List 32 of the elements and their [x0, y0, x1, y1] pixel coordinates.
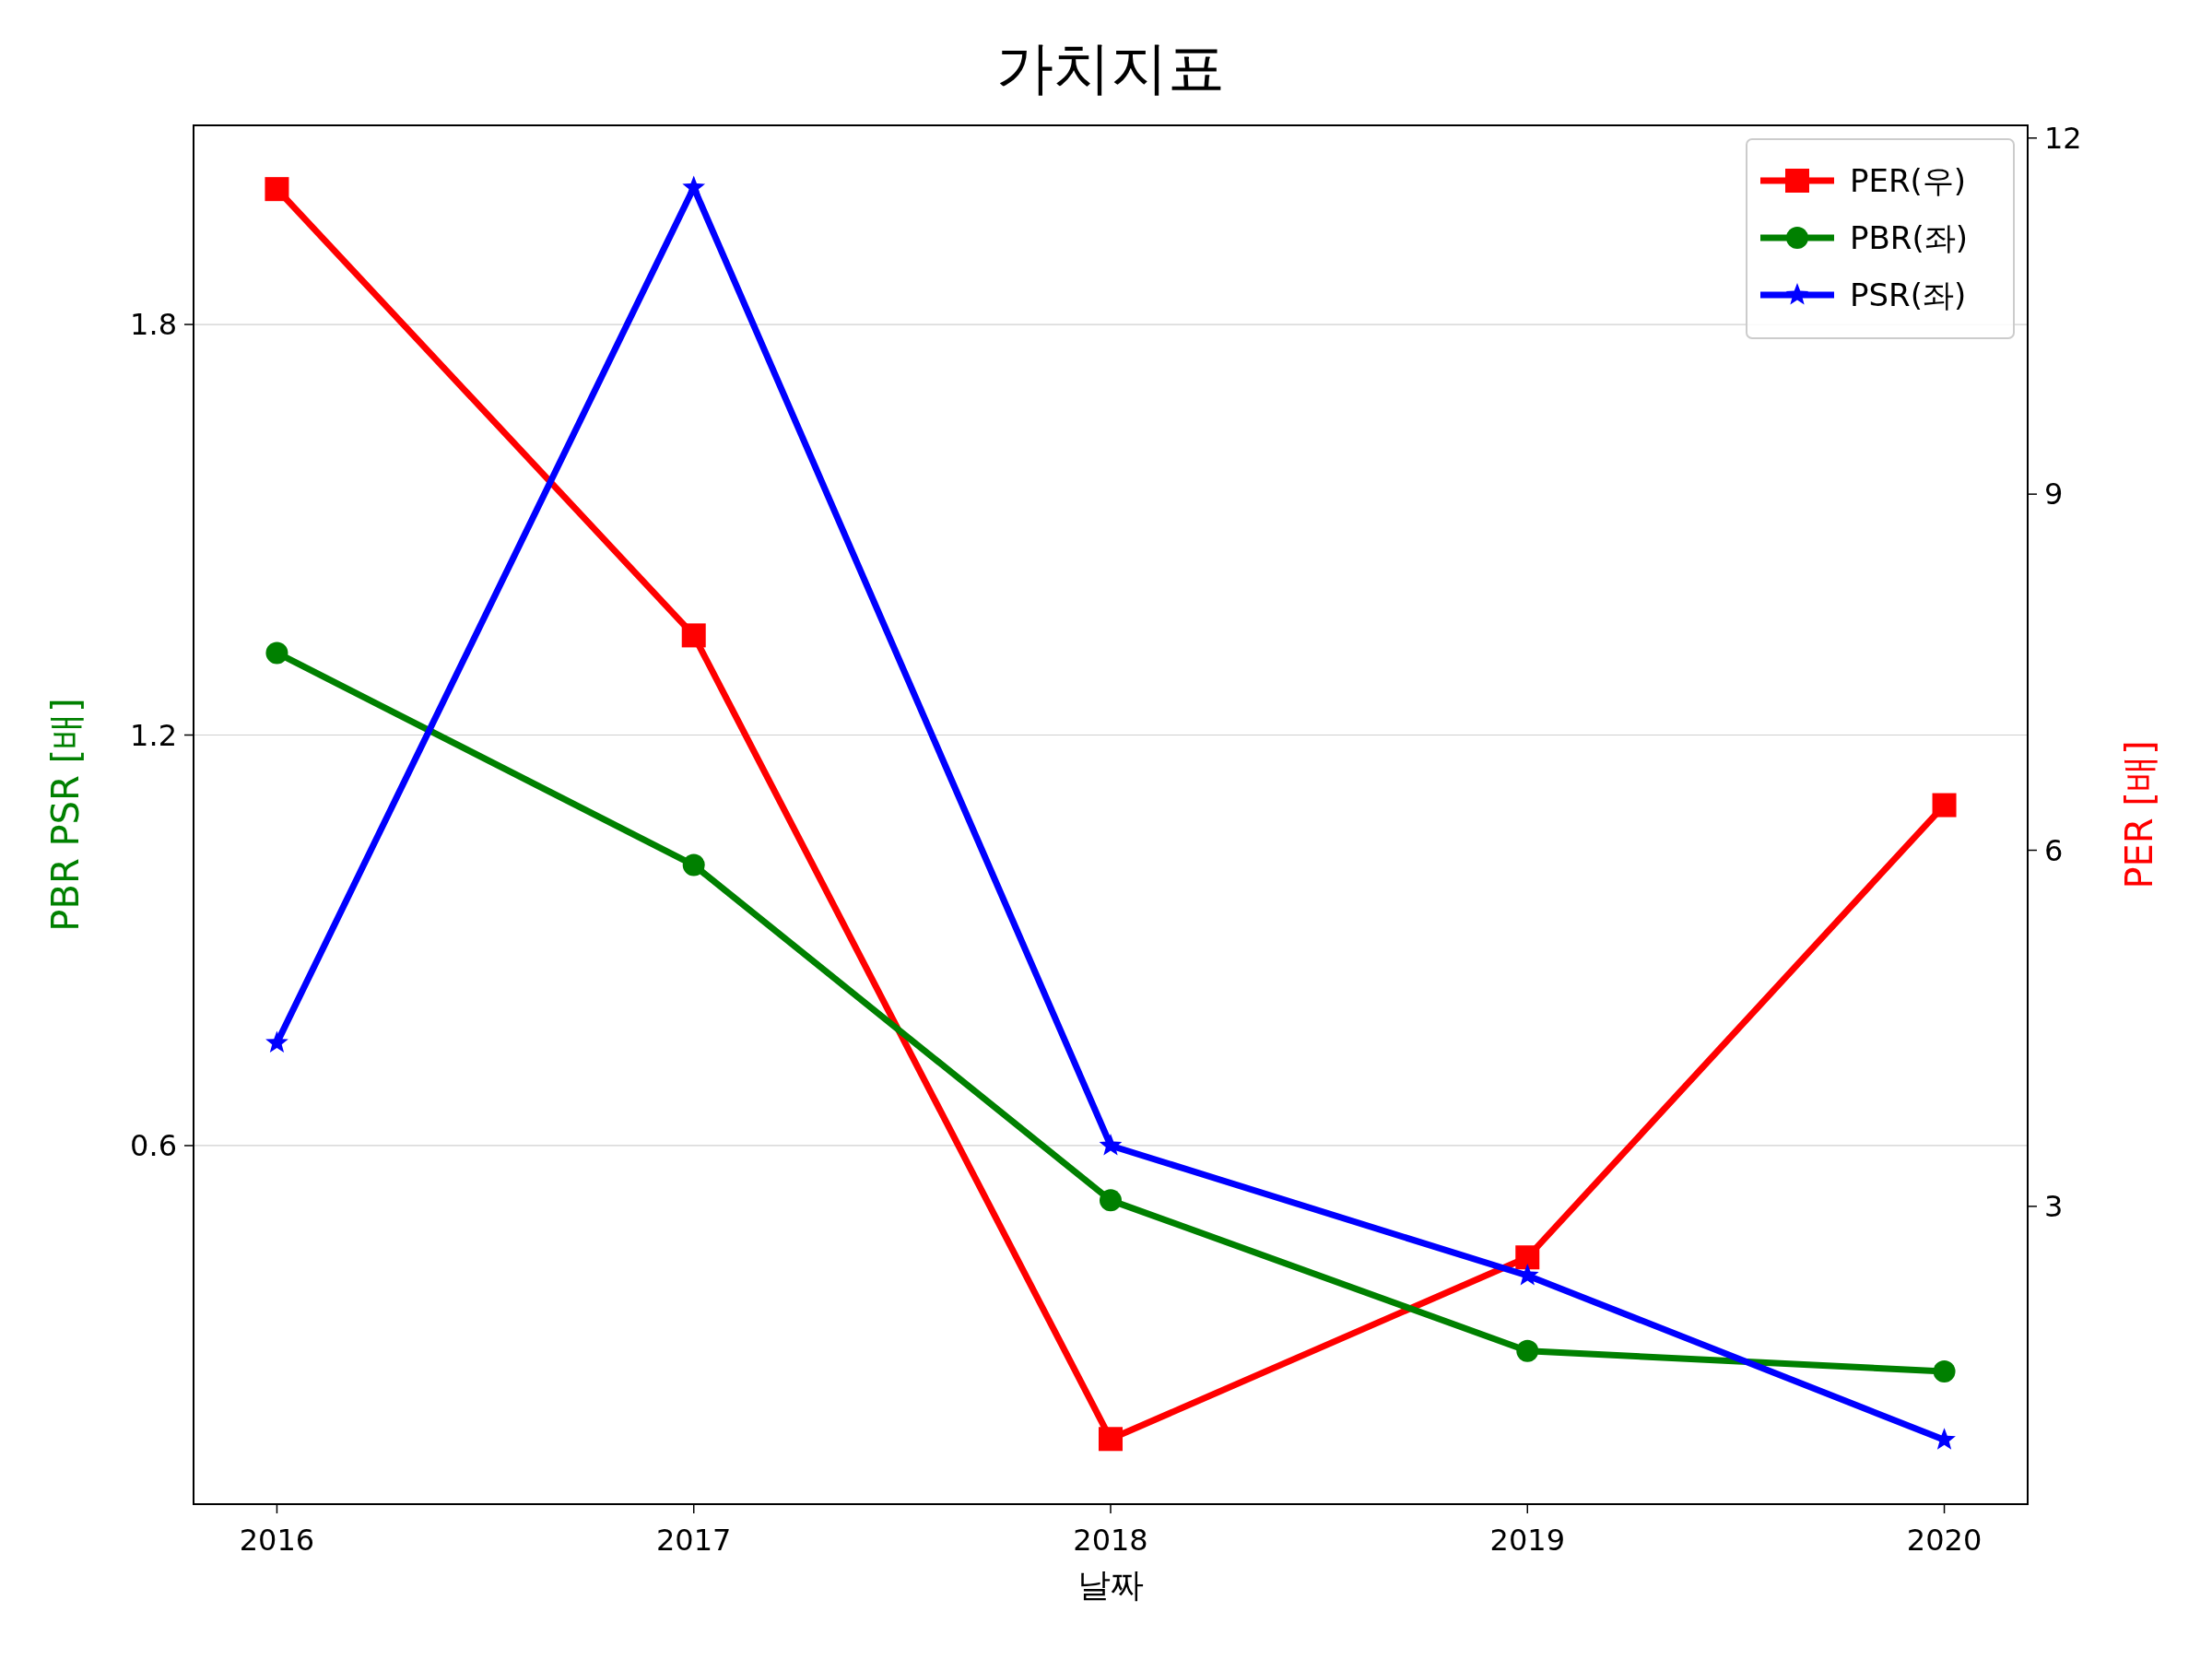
x-tick-label: 2016: [239, 1523, 315, 1558]
point: [682, 175, 706, 198]
y2-axis-title: PER [배]: [2118, 740, 2160, 889]
x-axis-title: 날짜: [1077, 1566, 1144, 1604]
point: [1100, 1189, 1122, 1212]
legend-label: PSR(좌): [1850, 276, 1967, 313]
point: [1933, 1359, 1956, 1382]
y-tick-label: 1.8: [130, 307, 177, 343]
y2-tick-label: 12: [2044, 120, 2082, 156]
chart-title: 가치지표: [996, 34, 1225, 101]
y-axis-title: PBR PSR [배]: [44, 698, 87, 932]
y-tick-label: 0.6: [130, 1127, 177, 1163]
point: [1515, 1245, 1540, 1270]
point: [1099, 1427, 1123, 1452]
y2-tick-label: 9: [2044, 477, 2064, 512]
y-tick-label: 1.2: [130, 717, 177, 753]
x-tick-label: 2017: [656, 1523, 732, 1558]
point: [681, 623, 706, 648]
point: [1099, 1133, 1123, 1156]
y2-tick-label: 3: [2044, 1188, 2064, 1224]
point: [682, 853, 705, 877]
x-tick-label: 2018: [1073, 1523, 1148, 1558]
point: [265, 1030, 288, 1053]
point: [265, 177, 289, 202]
point: [1932, 793, 1957, 818]
legend-label: PBR(좌): [1850, 219, 1968, 256]
legend-label: PER(우): [1850, 162, 1967, 199]
x-tick-label: 2020: [1906, 1523, 1983, 1558]
x-tick-label: 2019: [1489, 1523, 1565, 1558]
point: [1516, 1339, 1539, 1362]
y2-tick-label: 6: [2044, 832, 2064, 868]
point: [265, 641, 288, 665]
